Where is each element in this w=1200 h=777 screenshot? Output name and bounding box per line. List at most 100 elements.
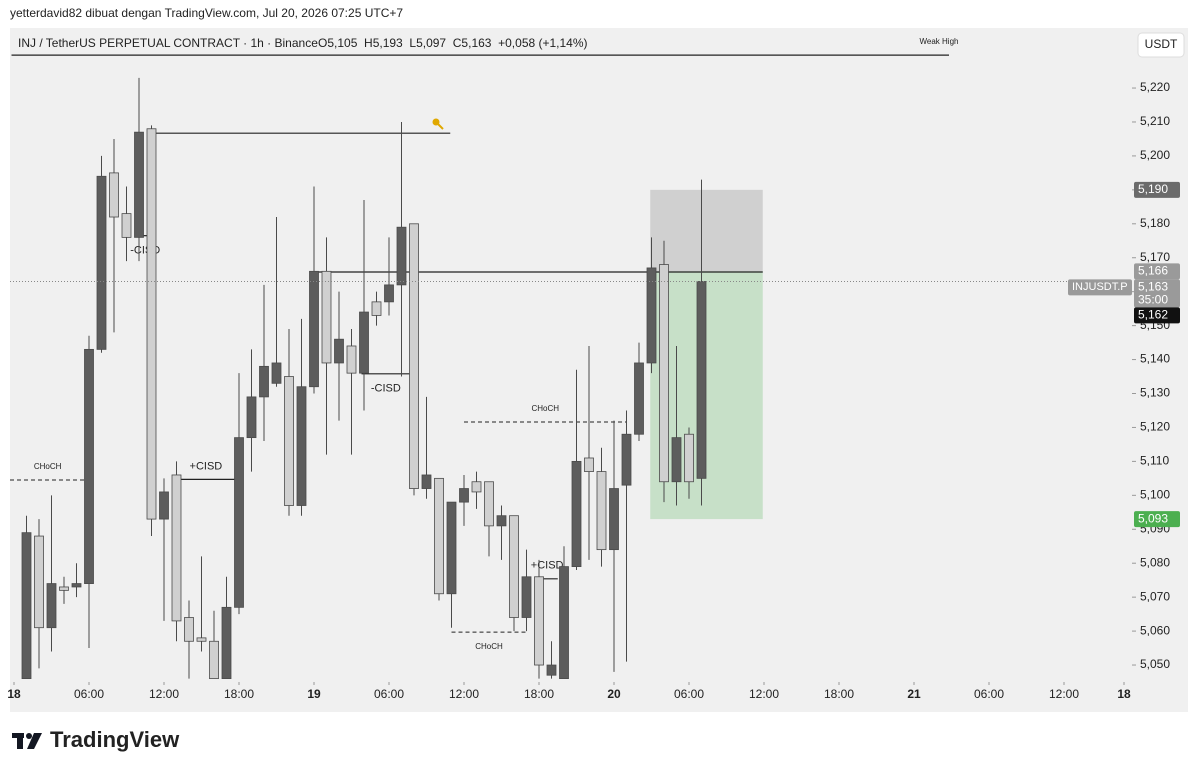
price-tag-label: 5,190	[1138, 182, 1168, 196]
x-tick-label: 18:00	[524, 687, 554, 701]
candle-body	[109, 172, 119, 218]
y-tick-label: 5,220	[1140, 80, 1170, 94]
candle-body	[71, 583, 82, 588]
candle-body	[21, 532, 32, 680]
candle-body	[321, 270, 332, 364]
credit: yetterdavid82 dibuat dengan TradingView.…	[10, 6, 403, 20]
candle-body	[171, 474, 182, 622]
x-tick-label: 12:00	[749, 687, 779, 701]
annotation-label: CHoCH	[531, 404, 559, 413]
candle-body	[546, 664, 557, 676]
y-tick-label: 5,130	[1140, 386, 1170, 400]
price-tag	[1134, 511, 1180, 528]
annotation-label: CHoCH	[475, 642, 503, 651]
symbol-tag	[1068, 279, 1132, 296]
x-tick-label: 06:00	[74, 687, 104, 701]
candle-body	[221, 606, 232, 680]
annotation-label: -CISD	[371, 383, 401, 395]
candle-body	[421, 474, 432, 489]
candle-body	[359, 311, 369, 374]
y-tick-label: 5,060	[1140, 623, 1170, 637]
logo-text: TradingView	[50, 727, 180, 752]
stop-zone	[650, 189, 763, 272]
y-tick-label: 5,070	[1140, 589, 1170, 603]
candle-body	[471, 481, 482, 493]
price-tag-countdown: 35:00	[1138, 292, 1168, 306]
candle-body	[484, 481, 494, 527]
candle-body	[571, 460, 582, 568]
candle-body	[209, 640, 219, 680]
candle-body	[659, 264, 669, 483]
x-tick-label: 12:00	[449, 687, 479, 701]
x-tick-label: 20	[607, 687, 621, 701]
candle-body	[259, 365, 269, 398]
chart-background	[10, 28, 1188, 712]
price-tag	[1134, 263, 1180, 280]
candle-body	[134, 131, 144, 238]
candle-body	[409, 223, 419, 489]
candle-body	[609, 488, 619, 551]
x-tick-label: 18:00	[224, 687, 254, 701]
annotation-label: CHoCH	[34, 462, 62, 471]
candle-body	[371, 301, 382, 316]
currency-label: USDT	[1145, 37, 1178, 51]
candle-body	[234, 437, 244, 608]
x-tick-label: 19	[307, 687, 321, 701]
x-tick-label: 06:00	[374, 687, 404, 701]
candle-body	[196, 637, 207, 642]
y-tick-label: 5,110	[1140, 454, 1169, 468]
candle-body	[434, 477, 444, 595]
candle-body	[284, 376, 294, 506]
candle-body	[96, 175, 107, 350]
price-tag-label: 5,166	[1138, 263, 1168, 277]
x-tick-label: 18	[7, 687, 21, 701]
y-tick-label: 5,140	[1140, 352, 1170, 366]
candle-body	[596, 471, 607, 551]
y-tick-label: 5,080	[1140, 555, 1170, 569]
candle-body	[46, 583, 57, 629]
x-tick-label: 21	[907, 687, 921, 701]
candle-body	[121, 213, 132, 238]
price-tag	[1134, 307, 1180, 324]
candle-body	[646, 267, 657, 364]
candle-body	[246, 396, 257, 439]
candle-body	[671, 437, 682, 483]
candle-body	[559, 566, 569, 680]
x-tick-label: 18	[1117, 687, 1131, 701]
candle-body	[496, 515, 507, 527]
ohlc-legend: O5,105 H5,193 L5,097 C5,163 +0,058 (+1,1…	[318, 36, 588, 50]
y-tick-label: 5,170	[1140, 250, 1170, 264]
candle-body	[684, 433, 694, 483]
price-tag-label: 5,163	[1138, 279, 1168, 293]
price-tag	[1134, 279, 1180, 308]
candle-body	[446, 501, 457, 595]
candle-body	[396, 226, 407, 286]
key-icon	[437, 123, 444, 130]
logo-icon	[12, 733, 42, 749]
y-tick-label: 5,120	[1140, 420, 1170, 434]
candle-body	[34, 535, 44, 629]
candle-body	[384, 284, 394, 303]
x-tick-label: 12:00	[149, 687, 179, 701]
candle-body	[509, 515, 519, 618]
candle-body	[696, 281, 707, 479]
y-tick-label: 5,180	[1140, 216, 1170, 230]
candle-body	[309, 270, 319, 388]
candle-body	[334, 338, 344, 364]
annotation-label: +CISD	[190, 460, 223, 472]
x-tick-label: 18:00	[824, 687, 854, 701]
price-tag-label: 5,093	[1138, 511, 1168, 525]
annotation-label: Weak High	[920, 37, 959, 46]
currency-button[interactable]	[1137, 32, 1185, 58]
candle-body	[634, 362, 644, 435]
candle-body	[346, 345, 357, 374]
y-tick-label: 5,050	[1140, 657, 1170, 671]
symbol: INJ / TetherUS PERPETUAL CONTRACT · 1h ·…	[18, 36, 318, 50]
key-icon	[432, 118, 440, 126]
target-zone	[650, 271, 763, 520]
symbol-tag-label: INJUSDT.P	[1072, 281, 1128, 293]
candle-body	[621, 433, 632, 486]
price-tag	[1134, 181, 1180, 198]
x-tick-label: 06:00	[974, 687, 1004, 701]
